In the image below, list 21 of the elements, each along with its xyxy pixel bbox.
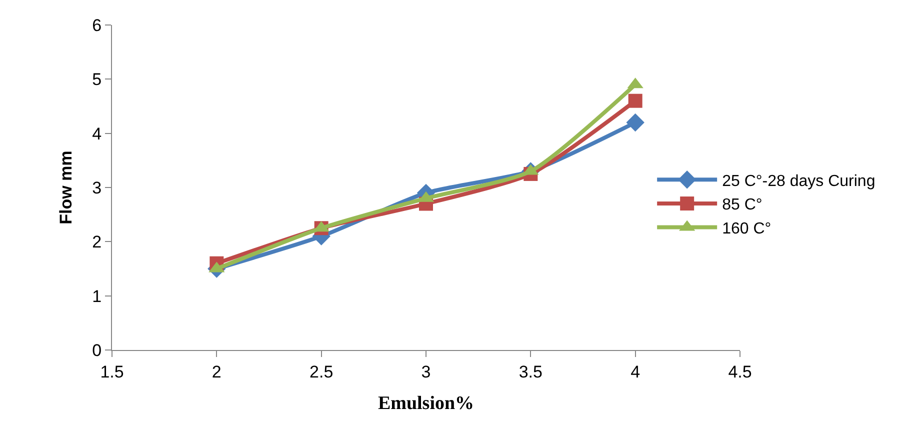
point (626, 113, 644, 132)
y-tick-label: 3 (92, 178, 102, 198)
legend-label: 85 C° (722, 196, 762, 214)
x-tick-label: 4 (630, 362, 640, 382)
y-tick-label: 0 (92, 340, 102, 360)
x-tick-label: 4.5 (728, 362, 752, 382)
x-tick-label: 3.5 (518, 362, 542, 382)
y-tick-label: 4 (92, 124, 102, 144)
legend-label: 25 C°-28 days Curing (722, 172, 876, 190)
x-axis-title: Emulsion% (378, 393, 474, 414)
x-tick-label: 2 (212, 362, 222, 382)
y-tick-label: 5 (92, 70, 102, 90)
point (628, 94, 642, 108)
y-tick-label: 1 (92, 286, 102, 306)
x-tick-label: 1.5 (100, 362, 124, 382)
y-tick-label: 2 (92, 232, 102, 252)
y-axis-title: Flow mm (56, 150, 76, 224)
y-tick-label: 6 (92, 16, 102, 35)
x-tick-label: 3 (421, 362, 431, 382)
x-tick-label: 2.5 (310, 362, 334, 382)
legend-label: 160 C° (722, 220, 772, 238)
